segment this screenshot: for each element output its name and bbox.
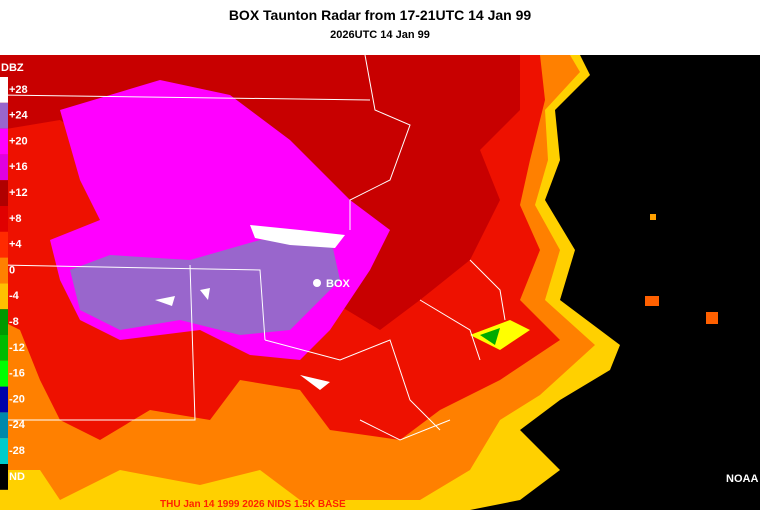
echo-magenta-north — [120, 120, 260, 180]
legend-swatch — [0, 412, 8, 439]
legend-swatch — [0, 128, 8, 155]
legend-swatch — [0, 386, 8, 413]
legend-label: +20 — [9, 135, 28, 147]
legend-swatch — [0, 77, 8, 103]
legend-label: -4 — [9, 290, 20, 302]
legend-unit: DBZ — [1, 62, 24, 74]
legend-label: -16 — [9, 368, 25, 380]
legend-label: -24 — [9, 419, 26, 431]
legend-swatch — [0, 438, 8, 464]
echo-speck — [645, 296, 659, 306]
legend-label: -28 — [9, 445, 25, 457]
echo-speck — [706, 312, 718, 324]
legend-label: +12 — [9, 187, 28, 199]
state-borders — [0, 54, 506, 441]
legend-label: ND — [9, 471, 25, 483]
legend-label: 0 — [9, 264, 15, 276]
legend-label: -8 — [9, 316, 19, 328]
legend-swatch — [0, 154, 8, 181]
legend: DBZ +28 +24 +20 +16 +12 +8 +4 0 -4 -8 -12 -16 -20 -24… — [0, 62, 29, 490]
legend-swatch — [0, 335, 8, 361]
legend-swatch — [0, 360, 8, 387]
subtitle: 2026UTC 14 Jan 99 — [330, 29, 430, 41]
legend-label: +24 — [9, 110, 29, 122]
footer: THU Jan 14 1999 2026 NIDS 1.5K BASE — [160, 499, 346, 510]
echo-speck — [650, 214, 656, 220]
legend-swatch — [0, 464, 8, 490]
echo-white-spots — [155, 288, 330, 390]
legend-label: +8 — [9, 213, 22, 225]
legend-swatch — [0, 257, 8, 284]
legend-swatch — [0, 180, 8, 206]
echo-purple — [70, 235, 340, 335]
site-label: BOX — [326, 278, 351, 290]
site-marker — [313, 279, 321, 287]
legend-label: +16 — [9, 161, 28, 173]
credit: NOAA — [726, 473, 758, 485]
echo-yellow-cell — [470, 320, 530, 350]
legend-label: -12 — [9, 342, 25, 354]
legend-swatch — [0, 206, 8, 232]
legend-swatch — [0, 102, 8, 129]
legend-label: +28 — [9, 84, 28, 96]
title: BOX Taunton Radar from 17-21UTC 14 Jan 9… — [229, 7, 532, 23]
legend-swatch — [0, 309, 8, 335]
legend-swatch — [0, 283, 8, 310]
legend-label: +4 — [9, 239, 22, 251]
echo-white-core — [250, 225, 345, 248]
legend-swatch — [0, 231, 8, 258]
echo-green-cell — [480, 328, 500, 345]
legend-label: -20 — [9, 393, 25, 405]
radar-map: BOX NOAA THU Jan 14 1999 2026 NIDS 1.5K … — [0, 54, 760, 510]
